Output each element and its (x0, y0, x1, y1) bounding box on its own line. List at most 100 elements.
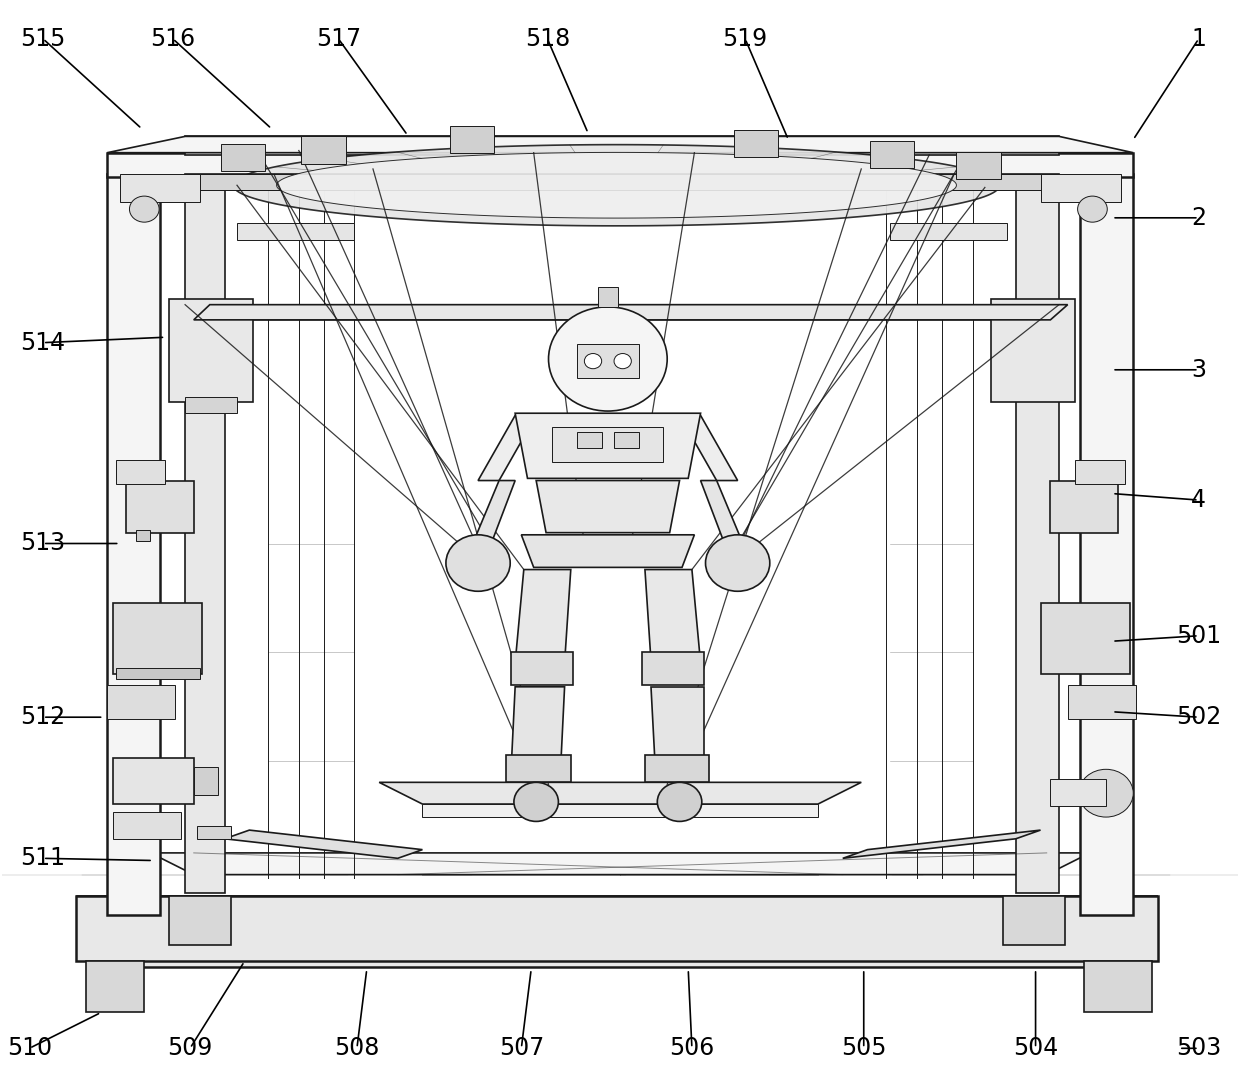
Text: 511: 511 (20, 847, 66, 871)
Bar (116, 669, 199, 679)
Circle shape (514, 783, 559, 822)
Text: 516: 516 (150, 27, 196, 51)
Polygon shape (77, 897, 1158, 915)
Text: 507: 507 (499, 1036, 544, 1060)
Bar (577, 343, 639, 378)
Bar (108, 685, 175, 720)
Bar (598, 287, 618, 307)
Text: 514: 514 (20, 330, 66, 354)
Polygon shape (185, 136, 1059, 154)
Text: 508: 508 (335, 1036, 379, 1060)
Polygon shape (512, 687, 565, 763)
Polygon shape (536, 480, 679, 533)
Polygon shape (1080, 174, 1134, 915)
Polygon shape (108, 158, 181, 174)
Bar (114, 759, 193, 804)
Circle shape (658, 783, 701, 822)
Bar (237, 223, 354, 239)
Text: 501: 501 (1176, 624, 1222, 648)
Text: 506: 506 (669, 1036, 715, 1060)
Bar (1051, 779, 1106, 807)
Bar (185, 397, 237, 413)
Text: 504: 504 (1014, 1036, 1058, 1060)
Polygon shape (77, 897, 1158, 962)
Polygon shape (478, 415, 536, 480)
Text: 502: 502 (1176, 705, 1222, 729)
Polygon shape (522, 535, 694, 567)
Circle shape (1078, 196, 1108, 222)
Bar (114, 603, 202, 674)
Polygon shape (472, 480, 515, 546)
Bar (1041, 603, 1130, 674)
Polygon shape (169, 897, 230, 946)
Polygon shape (843, 830, 1041, 859)
Bar (1051, 480, 1119, 533)
Polygon shape (679, 415, 737, 480)
Bar (422, 804, 818, 817)
Bar (114, 812, 181, 839)
Text: 503: 503 (1176, 1036, 1222, 1060)
Bar (120, 915, 1121, 967)
Circle shape (446, 535, 510, 591)
Polygon shape (233, 145, 1000, 226)
Text: 512: 512 (20, 705, 66, 729)
Text: 515: 515 (20, 27, 66, 51)
Bar (512, 652, 574, 685)
Polygon shape (108, 154, 181, 174)
Polygon shape (1084, 962, 1152, 1012)
Bar (646, 755, 709, 783)
Polygon shape (197, 826, 230, 839)
Bar (643, 652, 704, 685)
Bar (125, 480, 193, 533)
Bar (221, 143, 265, 171)
Polygon shape (108, 174, 160, 915)
Bar (507, 755, 571, 783)
Text: 518: 518 (524, 27, 570, 51)
Text: 505: 505 (841, 1036, 886, 1060)
Bar (1068, 685, 1136, 720)
Bar (1041, 174, 1121, 201)
Bar (733, 129, 778, 157)
Text: 510: 510 (6, 1036, 52, 1060)
Bar (553, 427, 664, 462)
Text: 3: 3 (1191, 358, 1207, 382)
Polygon shape (193, 304, 1068, 320)
Text: 2: 2 (1191, 205, 1207, 229)
Polygon shape (150, 853, 1090, 875)
Polygon shape (515, 413, 700, 478)
Polygon shape (224, 830, 422, 859)
Bar (301, 136, 346, 163)
Text: 513: 513 (20, 532, 66, 555)
Polygon shape (276, 152, 957, 218)
Text: 519: 519 (722, 27, 768, 51)
Text: 517: 517 (316, 27, 361, 51)
Polygon shape (646, 570, 700, 663)
Circle shape (1079, 770, 1134, 817)
Polygon shape (185, 154, 224, 894)
Circle shape (615, 353, 632, 368)
Polygon shape (515, 570, 571, 663)
Polygon shape (1006, 154, 1134, 174)
Polygon shape (379, 783, 861, 804)
Bar (615, 432, 639, 448)
Polygon shape (652, 687, 704, 763)
Polygon shape (700, 480, 743, 546)
Text: 509: 509 (167, 1036, 213, 1060)
Bar (120, 174, 199, 201)
Circle shape (585, 353, 602, 368)
Bar (1075, 460, 1125, 484)
Polygon shape (1004, 897, 1066, 946)
Bar (870, 140, 914, 167)
Polygon shape (185, 174, 1059, 189)
Bar (185, 174, 1059, 189)
Bar (116, 460, 165, 484)
Bar (135, 530, 150, 541)
Bar (577, 432, 602, 448)
Text: 4: 4 (1191, 488, 1207, 512)
Polygon shape (108, 136, 1134, 152)
Circle shape (705, 535, 769, 591)
Bar (890, 223, 1007, 239)
Circle shape (549, 307, 667, 411)
Polygon shape (108, 152, 1134, 176)
Polygon shape (1016, 154, 1059, 894)
